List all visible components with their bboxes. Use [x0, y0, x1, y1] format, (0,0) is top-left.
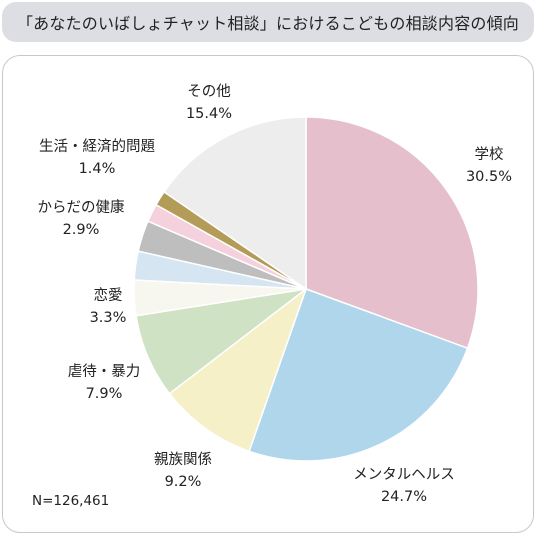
slice-label-physical-health: からだの健康 2.9%: [38, 197, 125, 241]
slice-label-physical-health-name: からだの健康: [37, 200, 125, 216]
slice-label-mental-health-name: メンタルヘルス: [353, 467, 455, 483]
slice-label-romance-name: 恋愛: [93, 288, 123, 304]
slice-label-school: 学校 30.5%: [466, 144, 512, 188]
slice-label-abuse-value: 7.9%: [85, 386, 123, 402]
slice-label-living-economic-value: 1.4%: [78, 161, 116, 177]
slice-label-physical-health-value: 2.9%: [62, 222, 100, 238]
sample-size: N=126,461: [32, 493, 110, 509]
slice-label-other-name: その他: [187, 84, 231, 100]
pie-slice-0: [305, 116, 479, 349]
slice-label-romance: 恋愛 3.3%: [90, 285, 127, 329]
slice-label-romance-value: 3.3%: [89, 310, 127, 326]
slice-label-other: その他 15.4%: [186, 81, 232, 125]
slice-label-school-value: 30.5%: [465, 169, 513, 185]
pie-slice-1: [248, 288, 469, 462]
slice-label-mental-health-value: 24.7%: [380, 489, 428, 505]
slice-label-mental-health: メンタルヘルス 24.7%: [353, 464, 455, 508]
slice-label-living-economic-name: 生活・経済的問題: [39, 139, 155, 155]
slice-label-family: 親族関係 9.2%: [154, 449, 212, 493]
slice-label-family-name: 親族関係: [154, 452, 212, 468]
chart-title: 「あなたのいばしょチャット相談」におけるこどもの相談内容の傾向: [2, 2, 534, 42]
pie-slice-2: [168, 288, 307, 453]
slice-label-abuse: 虐待・暴力 7.9%: [68, 361, 141, 405]
pie-slice-9: [163, 116, 307, 290]
slice-label-abuse-name: 虐待・暴力: [67, 364, 141, 380]
slice-label-living-economic: 生活・経済的問題 1.4%: [39, 136, 155, 180]
slice-label-school-name: 学校: [474, 147, 504, 163]
slice-label-other-value: 15.4%: [185, 106, 233, 122]
slice-label-family-value: 9.2%: [164, 474, 202, 490]
